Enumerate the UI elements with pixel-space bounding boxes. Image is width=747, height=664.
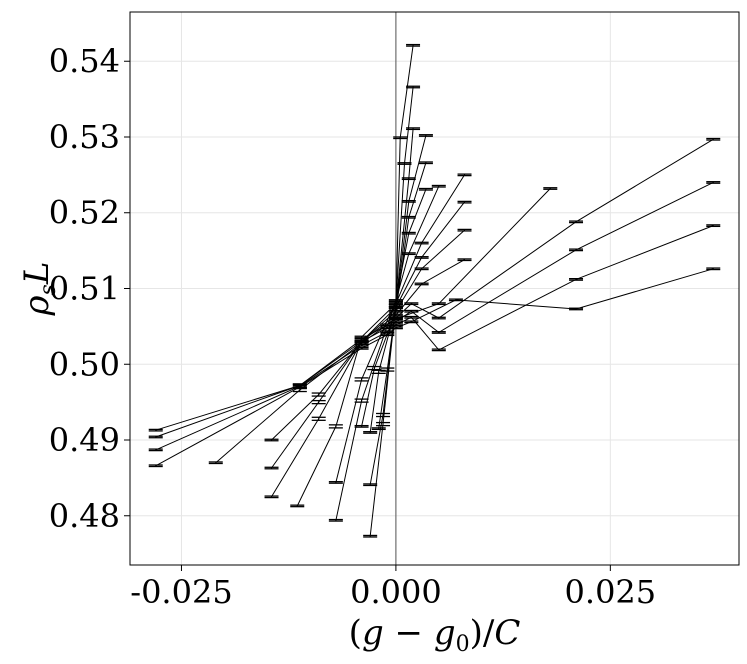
error-bar — [404, 302, 419, 306]
error-bar — [371, 369, 386, 374]
error-bar — [431, 348, 446, 352]
error-bar — [569, 278, 584, 281]
y-tick-label: 0.52 — [49, 194, 120, 232]
error-bar — [706, 137, 721, 141]
error-bar — [363, 431, 378, 434]
error-bar — [414, 282, 429, 286]
y-tick-label: 0.51 — [49, 270, 120, 308]
error-bar — [406, 43, 421, 47]
error-bar — [354, 398, 369, 403]
error-bar — [371, 427, 386, 431]
error-bar — [448, 298, 463, 302]
x-label-g: g — [362, 613, 384, 653]
error-bar — [148, 428, 163, 432]
error-bar — [569, 248, 584, 252]
error-bar — [569, 220, 584, 224]
x-label-open: ( — [349, 613, 362, 653]
error-bar — [376, 421, 391, 427]
error-bar — [264, 466, 279, 470]
x-tick-label: -0.025 — [130, 573, 232, 611]
error-bar — [388, 306, 403, 309]
y-axis-ticks: 0.48 0.49 0.50 0.51 0.52 0.53 0.54 — [49, 42, 130, 535]
y-label-rho: ρ — [17, 295, 57, 316]
x-label-subscript: 0 — [456, 632, 470, 657]
error-bar — [457, 200, 472, 204]
error-bar — [376, 412, 391, 418]
error-bar — [431, 184, 446, 188]
x-axis-ticks: -0.025 0.000 0.025 — [130, 565, 656, 611]
error-bar — [311, 399, 326, 405]
error-bar — [706, 181, 721, 184]
series-16 — [371, 43, 421, 431]
error-bar — [311, 416, 326, 421]
error-bar — [290, 504, 305, 508]
x-label-close: )/ — [470, 613, 495, 653]
error-bar — [404, 315, 419, 319]
error-bar — [354, 377, 369, 382]
error-bar — [148, 464, 163, 468]
y-tick-label: 0.50 — [49, 345, 120, 383]
error-bar — [380, 367, 395, 372]
error-bar — [569, 307, 584, 311]
error-bar — [418, 161, 433, 165]
y-tick-label: 0.48 — [49, 497, 120, 535]
series-line — [271, 229, 465, 469]
error-bar — [354, 340, 369, 343]
error-bar — [401, 215, 416, 219]
x-label-minus: − — [384, 613, 434, 653]
error-bar — [354, 335, 369, 339]
x-label-g0: g — [434, 613, 456, 653]
error-bar — [706, 267, 721, 271]
error-bar — [414, 267, 429, 271]
error-bar — [328, 481, 343, 484]
x-tick-label: 0.000 — [350, 573, 442, 611]
y-tick-label: 0.49 — [49, 421, 120, 459]
y-tick-label: 0.54 — [49, 42, 120, 80]
error-bar — [406, 85, 421, 89]
error-bar — [457, 258, 472, 262]
error-bar — [292, 387, 307, 393]
error-bar — [354, 424, 369, 428]
y-label-subscript: s — [36, 284, 61, 295]
data-series — [148, 43, 721, 538]
error-bar — [431, 302, 446, 306]
error-bar — [418, 187, 433, 191]
x-axis-label: (g − g0)/C — [349, 613, 521, 657]
error-bar — [543, 187, 558, 190]
error-bar — [208, 461, 223, 465]
error-bar — [431, 316, 446, 320]
error-bar — [457, 228, 472, 232]
y-axis-label: ρsL — [17, 262, 61, 317]
error-bar — [393, 136, 408, 140]
error-bar — [414, 256, 429, 259]
y-label-l: L — [17, 262, 57, 286]
error-bar — [148, 448, 163, 452]
error-bar — [264, 495, 279, 499]
error-bar — [328, 518, 343, 522]
error-bar — [418, 134, 433, 137]
x-label-c: C — [494, 613, 520, 653]
error-bar — [457, 173, 472, 177]
error-bar — [706, 224, 721, 228]
y-tick-label: 0.53 — [49, 118, 120, 156]
x-tick-label: 0.025 — [565, 573, 657, 611]
error-bar — [414, 241, 429, 245]
series-line — [271, 201, 465, 498]
error-bar — [148, 435, 163, 439]
series-line — [271, 259, 465, 441]
error-bar — [264, 438, 279, 442]
error-bar — [328, 424, 343, 429]
error-bar — [363, 534, 378, 538]
error-bar — [401, 231, 416, 235]
error-bar — [431, 331, 446, 334]
series-line — [296, 174, 465, 507]
series-8 — [264, 200, 472, 499]
error-bar — [363, 483, 378, 487]
series-line — [215, 188, 551, 464]
error-bar — [401, 199, 416, 203]
